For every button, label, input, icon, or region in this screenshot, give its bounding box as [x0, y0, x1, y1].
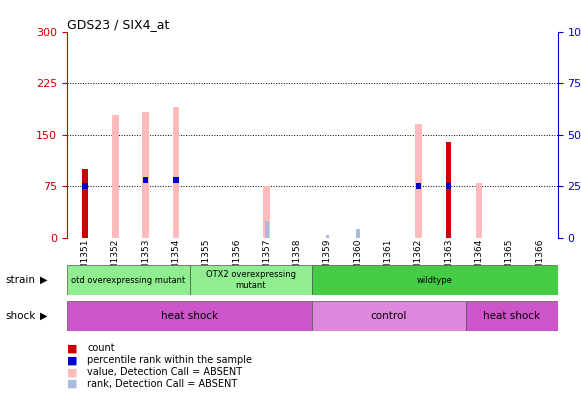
Text: heat shock: heat shock — [483, 311, 540, 321]
FancyBboxPatch shape — [313, 301, 466, 331]
FancyBboxPatch shape — [67, 301, 313, 331]
Bar — [173, 177, 178, 183]
Text: GDS23 / SIX4_at: GDS23 / SIX4_at — [67, 18, 169, 31]
Bar — [83, 169, 88, 238]
FancyBboxPatch shape — [313, 265, 558, 295]
Bar — [142, 112, 149, 238]
Bar — [265, 221, 268, 238]
Bar — [83, 183, 88, 189]
Text: ■: ■ — [67, 379, 77, 389]
Bar — [325, 234, 329, 238]
Text: ■: ■ — [67, 355, 77, 366]
Text: ▶: ▶ — [40, 275, 47, 285]
Text: percentile rank within the sample: percentile rank within the sample — [87, 355, 252, 366]
Bar — [112, 115, 119, 238]
Text: ▶: ▶ — [40, 311, 47, 321]
Text: heat shock: heat shock — [161, 311, 218, 321]
Bar — [446, 141, 451, 238]
FancyBboxPatch shape — [67, 265, 189, 295]
Bar — [173, 107, 180, 238]
Text: otd overexpressing mutant: otd overexpressing mutant — [71, 276, 185, 285]
Text: ■: ■ — [67, 367, 77, 377]
Bar — [415, 183, 421, 189]
Bar — [356, 229, 360, 238]
FancyBboxPatch shape — [466, 301, 558, 331]
Text: rank, Detection Call = ABSENT: rank, Detection Call = ABSENT — [87, 379, 238, 389]
Text: shock: shock — [6, 311, 36, 321]
Bar — [415, 124, 422, 238]
Bar — [143, 177, 148, 183]
Text: value, Detection Call = ABSENT: value, Detection Call = ABSENT — [87, 367, 242, 377]
Text: control: control — [371, 311, 407, 321]
Text: ■: ■ — [67, 343, 77, 354]
Text: OTX2 overexpressing
mutant: OTX2 overexpressing mutant — [206, 270, 296, 290]
FancyBboxPatch shape — [189, 265, 313, 295]
Text: wildtype: wildtype — [417, 276, 453, 285]
Text: strain: strain — [6, 275, 36, 285]
Bar — [476, 183, 482, 238]
Text: count: count — [87, 343, 115, 354]
Bar — [446, 183, 451, 189]
Bar — [264, 186, 270, 238]
